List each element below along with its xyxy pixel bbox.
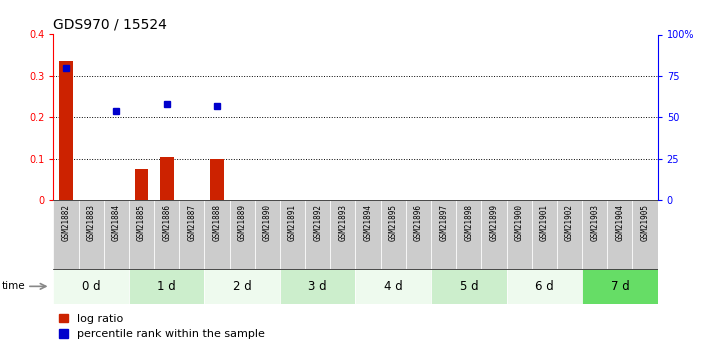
Bar — [154, 200, 179, 269]
Text: GSM21883: GSM21883 — [87, 204, 95, 240]
Bar — [104, 200, 129, 269]
Bar — [134, 169, 149, 200]
Text: GSM21889: GSM21889 — [237, 204, 247, 240]
Bar — [356, 269, 431, 304]
Bar — [305, 200, 331, 269]
Bar — [179, 200, 205, 269]
Text: 6 d: 6 d — [535, 280, 554, 293]
Bar — [53, 200, 78, 269]
Bar — [230, 200, 255, 269]
Bar — [582, 269, 658, 304]
Text: GSM21884: GSM21884 — [112, 204, 121, 240]
Bar — [160, 157, 173, 200]
Text: time: time — [1, 282, 25, 291]
Legend: log ratio, percentile rank within the sample: log ratio, percentile rank within the sa… — [59, 314, 264, 339]
Bar — [280, 200, 305, 269]
Text: GSM21885: GSM21885 — [137, 204, 146, 240]
Bar — [129, 200, 154, 269]
Bar — [506, 200, 532, 269]
Text: GSM21898: GSM21898 — [464, 204, 474, 240]
Text: GSM21888: GSM21888 — [213, 204, 222, 240]
Text: GSM21891: GSM21891 — [288, 204, 297, 240]
Text: 7 d: 7 d — [611, 280, 629, 293]
Text: 4 d: 4 d — [384, 280, 402, 293]
Text: 0 d: 0 d — [82, 280, 100, 293]
Text: GSM21893: GSM21893 — [338, 204, 348, 240]
Bar — [78, 200, 104, 269]
Bar — [406, 200, 431, 269]
Text: 1 d: 1 d — [157, 280, 176, 293]
Text: 5 d: 5 d — [459, 280, 478, 293]
Text: GSM21903: GSM21903 — [590, 204, 599, 240]
Bar — [380, 200, 406, 269]
Text: GSM21882: GSM21882 — [61, 204, 70, 240]
Text: GSM21904: GSM21904 — [616, 204, 624, 240]
Bar — [356, 200, 380, 269]
Bar — [331, 200, 356, 269]
Bar — [456, 200, 481, 269]
Text: GSM21897: GSM21897 — [439, 204, 448, 240]
Bar — [210, 159, 224, 200]
Bar — [205, 269, 280, 304]
Text: GSM21892: GSM21892 — [314, 204, 322, 240]
Bar — [53, 269, 129, 304]
Bar — [607, 200, 633, 269]
Text: GSM21890: GSM21890 — [263, 204, 272, 240]
Text: GSM21896: GSM21896 — [414, 204, 423, 240]
Text: GSM21895: GSM21895 — [389, 204, 397, 240]
Text: GSM21886: GSM21886 — [162, 204, 171, 240]
Text: GSM21902: GSM21902 — [565, 204, 574, 240]
Text: GSM21905: GSM21905 — [641, 204, 650, 240]
Bar — [431, 269, 506, 304]
Text: 3 d: 3 d — [309, 280, 327, 293]
Text: 2 d: 2 d — [232, 280, 252, 293]
Bar — [255, 200, 280, 269]
Text: GSM21894: GSM21894 — [363, 204, 373, 240]
Bar — [557, 200, 582, 269]
Bar — [431, 200, 456, 269]
Bar — [506, 269, 582, 304]
Text: GSM21900: GSM21900 — [515, 204, 524, 240]
Bar — [582, 200, 607, 269]
Text: GSM21899: GSM21899 — [489, 204, 498, 240]
Bar — [205, 200, 230, 269]
Text: GSM21901: GSM21901 — [540, 204, 549, 240]
Bar — [129, 269, 205, 304]
Bar — [633, 200, 658, 269]
Bar — [481, 200, 506, 269]
Bar — [59, 61, 73, 200]
Bar — [532, 200, 557, 269]
Text: GSM21887: GSM21887 — [187, 204, 196, 240]
Text: GDS970 / 15524: GDS970 / 15524 — [53, 17, 167, 31]
Bar — [280, 269, 356, 304]
